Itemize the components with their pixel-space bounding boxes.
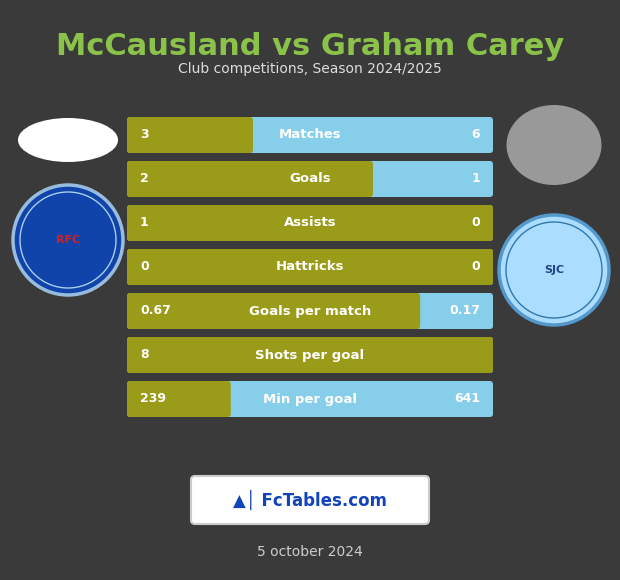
Text: 0: 0 bbox=[140, 260, 149, 274]
Text: 1: 1 bbox=[471, 172, 480, 186]
Text: 0: 0 bbox=[471, 216, 480, 230]
FancyBboxPatch shape bbox=[127, 293, 420, 329]
Circle shape bbox=[499, 215, 609, 325]
Text: ▲│ FcTables.com: ▲│ FcTables.com bbox=[233, 490, 387, 510]
Text: 2: 2 bbox=[140, 172, 149, 186]
Text: Min per goal: Min per goal bbox=[263, 393, 357, 405]
Text: SJC: SJC bbox=[544, 265, 564, 275]
Ellipse shape bbox=[507, 105, 601, 185]
Text: RFC: RFC bbox=[56, 235, 80, 245]
Text: 1: 1 bbox=[140, 216, 149, 230]
Text: Hattricks: Hattricks bbox=[276, 260, 344, 274]
Text: Shots per goal: Shots per goal bbox=[255, 349, 365, 361]
Text: 0.67: 0.67 bbox=[140, 304, 171, 317]
Text: 641: 641 bbox=[454, 393, 480, 405]
FancyBboxPatch shape bbox=[127, 249, 493, 285]
FancyBboxPatch shape bbox=[127, 337, 493, 373]
Circle shape bbox=[13, 185, 123, 295]
Text: Goals: Goals bbox=[289, 172, 331, 186]
FancyBboxPatch shape bbox=[191, 476, 429, 524]
Text: 5 october 2024: 5 october 2024 bbox=[257, 545, 363, 559]
Text: 0: 0 bbox=[471, 260, 480, 274]
Text: Assists: Assists bbox=[284, 216, 336, 230]
Text: Club competitions, Season 2024/2025: Club competitions, Season 2024/2025 bbox=[178, 62, 442, 76]
FancyBboxPatch shape bbox=[127, 117, 493, 153]
FancyBboxPatch shape bbox=[127, 205, 493, 241]
FancyBboxPatch shape bbox=[127, 249, 493, 285]
Text: 3: 3 bbox=[140, 129, 149, 142]
FancyBboxPatch shape bbox=[127, 205, 493, 241]
Text: McCausland vs Graham Carey: McCausland vs Graham Carey bbox=[56, 32, 564, 61]
FancyBboxPatch shape bbox=[127, 161, 373, 197]
FancyBboxPatch shape bbox=[127, 161, 493, 197]
Text: 0.17: 0.17 bbox=[449, 304, 480, 317]
FancyBboxPatch shape bbox=[127, 381, 231, 417]
FancyBboxPatch shape bbox=[127, 381, 493, 417]
FancyBboxPatch shape bbox=[127, 337, 493, 373]
Text: 239: 239 bbox=[140, 393, 166, 405]
FancyBboxPatch shape bbox=[127, 117, 253, 153]
Ellipse shape bbox=[18, 118, 118, 162]
Text: Goals per match: Goals per match bbox=[249, 304, 371, 317]
Text: Matches: Matches bbox=[278, 129, 342, 142]
FancyBboxPatch shape bbox=[127, 293, 493, 329]
Text: 6: 6 bbox=[471, 129, 480, 142]
Text: 8: 8 bbox=[140, 349, 149, 361]
